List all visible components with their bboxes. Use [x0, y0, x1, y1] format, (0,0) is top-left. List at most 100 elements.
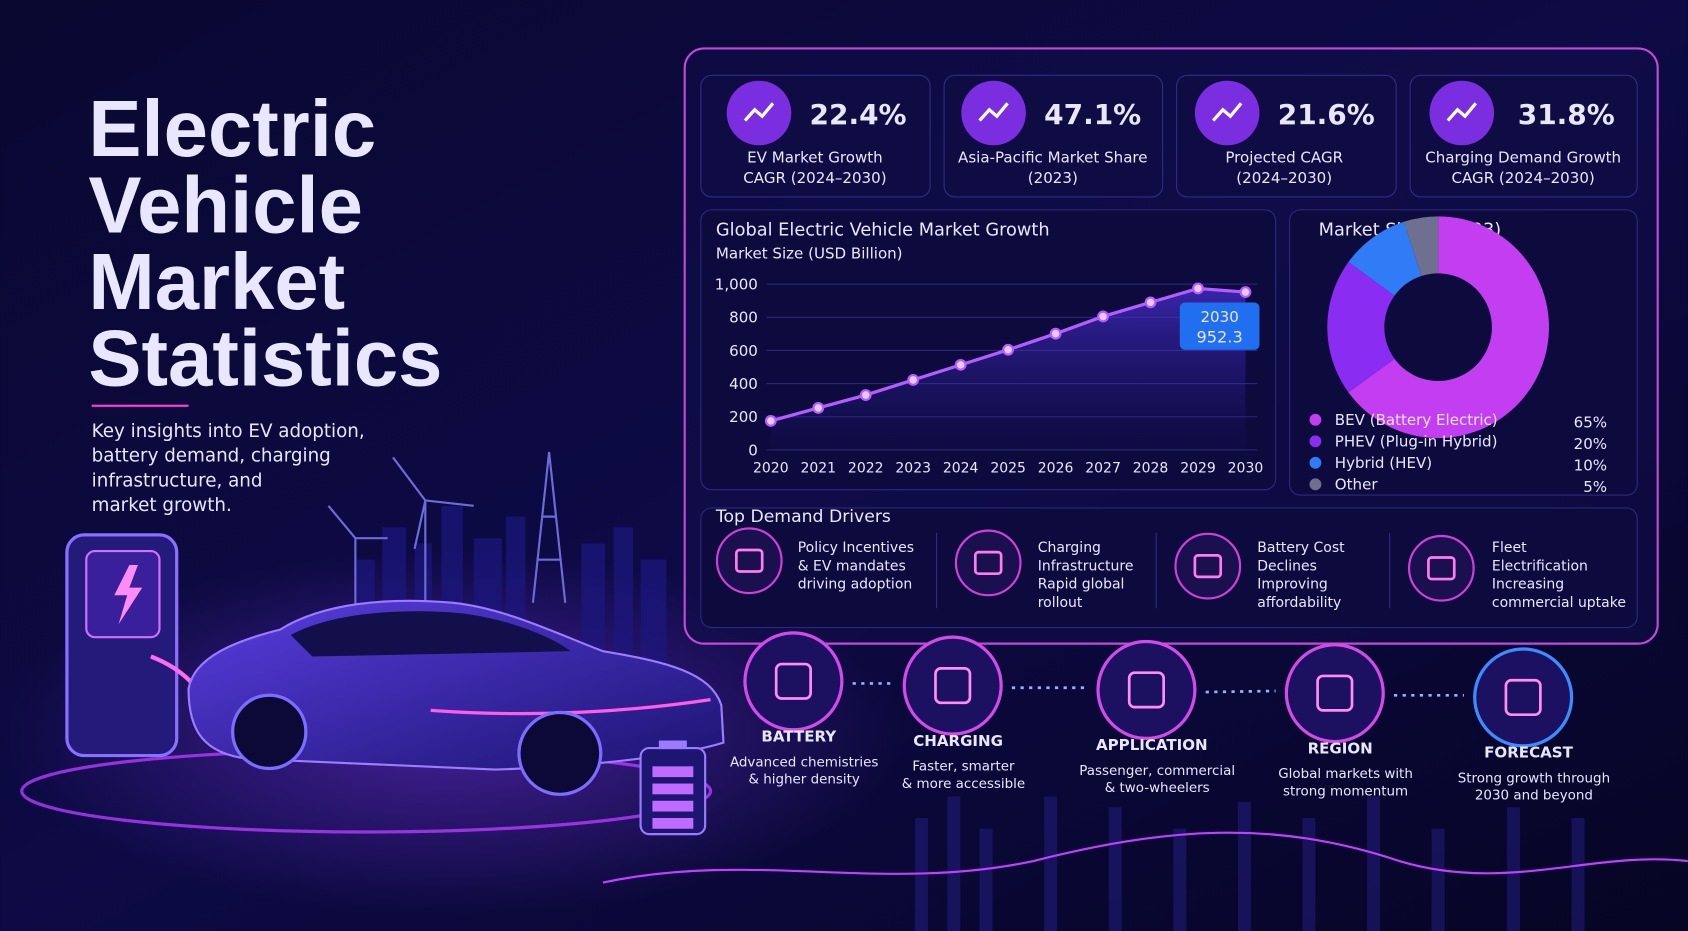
driver-text: Fleet [1492, 540, 1527, 556]
x-tick-label: 2024 [943, 460, 979, 476]
pipeline-glyph [1504, 678, 1542, 717]
driver-text: Infrastructure [1038, 558, 1134, 574]
driver-icon-glyph [1193, 554, 1223, 579]
driver-text: Policy Incentives [798, 540, 914, 556]
pipeline-desc: 2030 and beyond [1475, 789, 1593, 804]
legend-label: Other [1335, 476, 1379, 494]
kpi-label: CAGR (2024–2030) [1451, 169, 1594, 187]
driver-text: Battery Cost [1257, 540, 1345, 556]
title-underline [91, 404, 189, 407]
pie-slice [1403, 216, 1439, 277]
area [770, 288, 1246, 450]
wind-turbines [327, 451, 567, 614]
chart-title: Global Electric Vehicle Market Growth [716, 221, 1050, 241]
pipeline-desc: & more accessible [902, 777, 1025, 792]
pipeline-title: FORECAST [1484, 744, 1573, 762]
legend-label: PHEV (Plug-in Hybrid) [1335, 433, 1498, 451]
legend-swatch [1309, 435, 1322, 448]
subtitle-line: battery demand, charging [92, 446, 331, 467]
x-tick-label: 2020 [753, 460, 789, 476]
annotation-label: 2030 [1200, 308, 1238, 326]
kpi-label: Projected CAGR [1225, 149, 1343, 167]
legend-label: Hybrid (HEV) [1335, 454, 1432, 472]
driver-icon [1407, 534, 1475, 602]
pipeline-desc: Strong growth through [1458, 771, 1610, 786]
point [812, 402, 825, 414]
kpi-icon-glyph [978, 102, 1009, 122]
y-tick-label: 600 [729, 342, 758, 360]
driver-text: rollout [1038, 595, 1083, 611]
wave-line [602, 831, 1688, 884]
driver-icon [954, 529, 1022, 597]
pipeline-desc: & two-wheelers [1105, 781, 1210, 796]
y-tick-label: 0 [748, 441, 758, 459]
pipeline-desc: Global markets with [1278, 767, 1413, 782]
x-tick-label: 2026 [1038, 460, 1074, 476]
drivers-panel [700, 507, 1638, 629]
pie-slice [1348, 216, 1549, 439]
kpi-label: Charging Demand Growth [1425, 149, 1621, 167]
subtitle-line: infrastructure, and [92, 470, 263, 491]
driver-icon [715, 527, 783, 595]
pipeline-arrow [1205, 689, 1276, 694]
driver-text: Electrification [1492, 558, 1588, 574]
point [954, 358, 967, 371]
title-line: Vehicle [88, 160, 362, 249]
point [1192, 282, 1204, 295]
kpi-icon-glyph [1211, 102, 1243, 122]
pipeline-glyph [1127, 671, 1166, 709]
pipeline-title: APPLICATION [1096, 736, 1208, 754]
x-tick-label: 2023 [895, 460, 931, 476]
point [1144, 296, 1157, 309]
pipeline-glyph [1316, 674, 1354, 712]
pipeline-desc: strong momentum [1283, 784, 1408, 799]
driver-text: & EV mandates [798, 558, 906, 574]
kpi-value: 47.1% [1044, 98, 1141, 131]
pipeline-node [1284, 643, 1385, 744]
legend-swatch [1309, 478, 1322, 491]
title-highlight: Statistics [88, 313, 442, 402]
kpi-label: Asia-Pacific Market Share [958, 149, 1148, 167]
pie-slice [1348, 221, 1422, 296]
point [1049, 327, 1062, 340]
pipeline-node [902, 635, 1003, 736]
legend-swatch [1309, 413, 1322, 426]
driver-text: commercial uptake [1492, 595, 1626, 611]
x-tick-label: 2030 [1228, 460, 1264, 476]
driver-text: Declines [1257, 558, 1317, 574]
bar-backdrop [915, 796, 1585, 931]
pie-slice [1327, 262, 1395, 393]
point [1002, 343, 1015, 356]
pipeline-title: BATTERY [761, 728, 837, 746]
kpi-label: EV Market Growth [747, 149, 883, 167]
pipeline-title: REGION [1308, 739, 1373, 757]
x-tick-label: 2025 [990, 460, 1026, 476]
pipeline-node [1096, 639, 1197, 740]
driver-icon [1174, 532, 1242, 600]
driver-text: affordability [1257, 595, 1341, 611]
drivers-title: Top Demand Drivers [715, 507, 891, 527]
chart-subtitle: Market Size (USD Billion) [716, 244, 903, 262]
y-tick-label: 800 [729, 309, 758, 327]
legend-value: 65% [1574, 413, 1607, 431]
driver-text: Improving [1257, 577, 1328, 593]
driver-text: Increasing [1492, 577, 1564, 593]
kpi-icon-glyph [743, 102, 775, 122]
kpi-value: 31.8% [1518, 98, 1615, 131]
battery-cell [639, 740, 707, 836]
point [859, 389, 872, 401]
kpi-label: CAGR (2024–2030) [743, 169, 886, 187]
y-tick-label: 400 [729, 375, 758, 393]
driver-icon-glyph [973, 550, 1003, 576]
y-tick-label: 1,000 [715, 276, 758, 294]
pipeline-desc: Advanced chemistries [730, 755, 878, 770]
driver-icon-glyph [735, 548, 764, 573]
kpi-label: (2023) [1028, 169, 1078, 187]
pipeline-desc: Passenger, commercial [1079, 764, 1235, 779]
x-tick-label: 2021 [800, 460, 836, 476]
driver-icon-glyph [1427, 556, 1456, 581]
driver-text: Charging [1038, 540, 1101, 556]
subtitle-line: market growth. [92, 495, 232, 516]
